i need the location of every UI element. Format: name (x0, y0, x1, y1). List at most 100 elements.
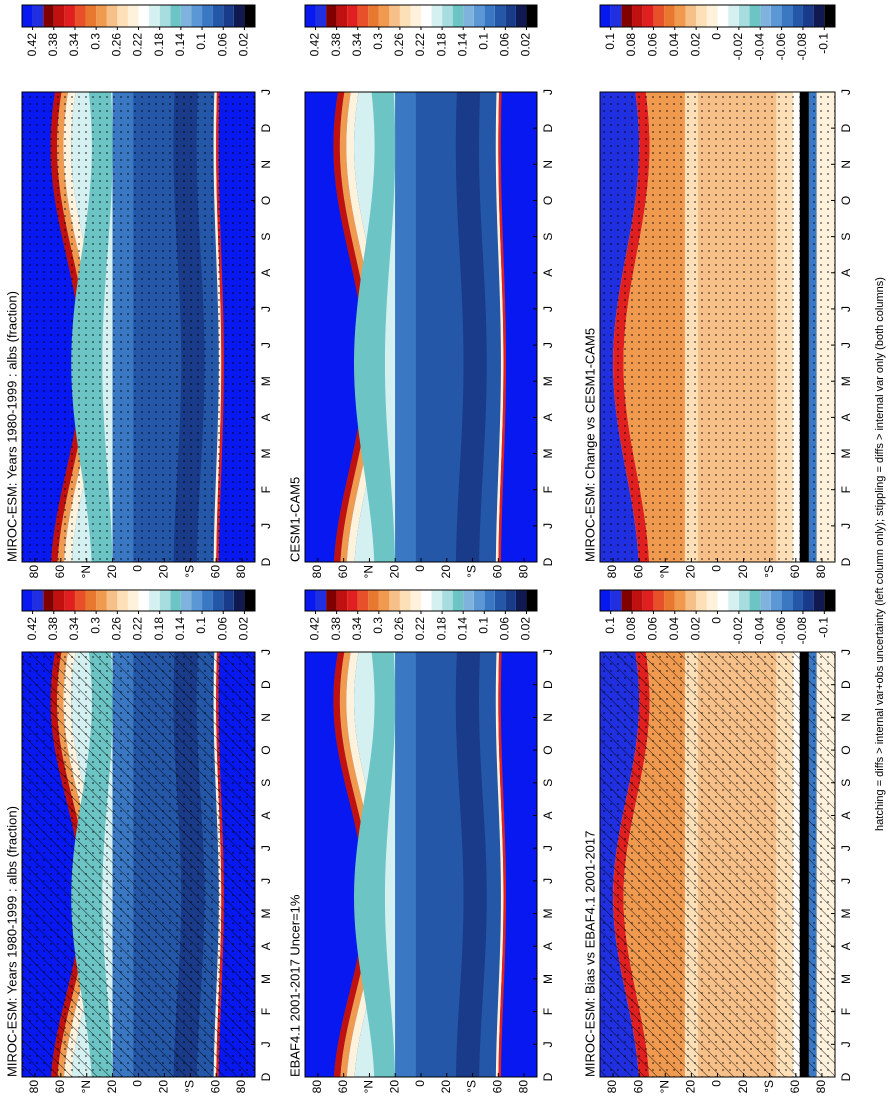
x-tick-label: M (541, 974, 555, 984)
colorbar-swatch (770, 5, 782, 27)
colorbar-swatch (642, 5, 654, 27)
colorbar-swatch (610, 5, 622, 27)
y-tick-label: 60 (788, 565, 802, 579)
colorbar-swatch (706, 5, 718, 27)
colorbar-tick-label: 0.3 (371, 617, 385, 634)
x-tick-label: D (541, 557, 555, 566)
contour-fill (333, 652, 371, 1077)
x-tick-label: J (259, 1041, 273, 1047)
colorbar-swatch (749, 590, 761, 611)
y-tick-label: 60 (208, 565, 222, 579)
x-tick-label: J (541, 306, 555, 312)
colorbar-tick-label: 0.06 (498, 33, 512, 57)
contour-fill (353, 652, 396, 1077)
panel-field (600, 92, 835, 562)
hatching (22, 652, 255, 1077)
x-tick-label: M (259, 449, 273, 459)
colorbar-tick-label: 0.06 (215, 33, 229, 57)
colorbar-swatch (399, 5, 411, 27)
y-tick-label: 0 (413, 565, 427, 572)
y-tick-label: 80 (27, 565, 41, 579)
x-tick-label: J (839, 649, 853, 655)
colorbar-swatch (212, 5, 224, 27)
colorbar-swatch (505, 5, 516, 27)
colorbar-swatch (223, 590, 234, 611)
x-tick-label: D (259, 1072, 273, 1081)
y-tick-label: 60 (208, 1080, 222, 1094)
colorbar-swatch (22, 590, 33, 611)
colorbar-swatch (674, 590, 686, 611)
colorbar-tick-label: 0.42 (308, 617, 322, 641)
colorbar-swatch (664, 5, 675, 27)
contour-fill (339, 92, 378, 562)
panel-field (22, 652, 255, 1077)
y-tick-label: °N (79, 1080, 93, 1093)
x-tick-label: J (259, 89, 273, 95)
colorbar-swatch (378, 590, 390, 611)
colorbar-tick-label: -0.02 (731, 617, 745, 645)
y-tick-label: 60 (788, 1080, 802, 1094)
contour-fill (353, 92, 396, 562)
colorbar-tick-label: 0.02 (519, 33, 533, 57)
x-tick-label: J (839, 89, 853, 95)
colorbar-swatch (473, 590, 485, 611)
colorbar-swatch (494, 5, 506, 27)
colorbar-tick-label: 0.1 (603, 617, 617, 634)
colorbar-swatch (202, 5, 213, 27)
x-tick-label: J (259, 878, 273, 884)
rotated-figure: MIROC-ESM: Years 1980-1999 : albs (fract… (4, 4, 886, 1094)
colorbar-swatch (484, 5, 495, 27)
colorbar-swatch (738, 590, 750, 611)
contour-fill (495, 652, 504, 1077)
colorbar-tick-label: 0.06 (498, 617, 512, 641)
colorbar-swatch (781, 5, 793, 27)
colorbar-swatch (653, 590, 665, 611)
panel-title: MIROC-ESM: Years 1980-1999 : albs (fract… (4, 806, 19, 1077)
x-tick-label: S (541, 233, 555, 241)
colorbar-tick-label: 0.22 (413, 617, 427, 641)
colorbar-swatch (442, 5, 453, 27)
x-tick-label: D (259, 557, 273, 566)
colorbar-swatch (824, 5, 835, 27)
x-tick-label: O (541, 196, 555, 205)
x-tick-label: J (259, 523, 273, 529)
colorbar-swatch (484, 590, 495, 611)
x-tick-label: M (259, 974, 273, 984)
colorbar-swatch (632, 590, 643, 611)
colorbar-swatch (505, 590, 516, 611)
x-tick-label: M (839, 449, 853, 459)
colorbar-swatch (64, 590, 75, 611)
x-tick-label: D (541, 680, 555, 689)
y-tick-label: 80 (27, 1080, 41, 1094)
colorbar-swatch (244, 590, 255, 611)
colorbar-swatch (159, 590, 171, 611)
colorbar-tick-label: 0.26 (392, 33, 406, 57)
x-tick-label: S (259, 779, 273, 787)
panel-title: MIROC-ESM: Change vs CESM1-CAM5 (582, 328, 597, 562)
colorbar-tick-label: 0.1 (603, 33, 617, 50)
x-tick-label: M (259, 376, 273, 386)
x-tick-label: M (541, 449, 555, 459)
y-tick-label: 0 (413, 1080, 427, 1087)
x-tick-label: O (839, 745, 853, 754)
y-tick-label: °N (657, 565, 671, 578)
colorbar-swatch (326, 590, 337, 611)
colorbar-swatch (106, 5, 118, 27)
x-tick-label: J (839, 878, 853, 884)
x-tick-label: M (541, 376, 555, 386)
y-tick-label: 0 (131, 565, 145, 572)
colorbar-swatch (717, 5, 729, 27)
x-tick-label: J (839, 306, 853, 312)
colorbar-swatch (728, 5, 739, 27)
colorbar-swatch (117, 590, 128, 611)
contour-fill (305, 652, 365, 1077)
y-tick-label: 60 (53, 565, 67, 579)
colorbar-tick-label: 0.08 (624, 33, 638, 57)
panel-title: EBAF4.1 2001-2017 Uncer=1% (287, 894, 302, 1077)
colorbar-swatch (180, 590, 192, 611)
colorbar-tick-label: -0.06 (774, 617, 788, 645)
y-tick-label: 80 (310, 565, 324, 579)
x-tick-label: N (839, 160, 853, 169)
colorbar-swatch (202, 590, 213, 611)
